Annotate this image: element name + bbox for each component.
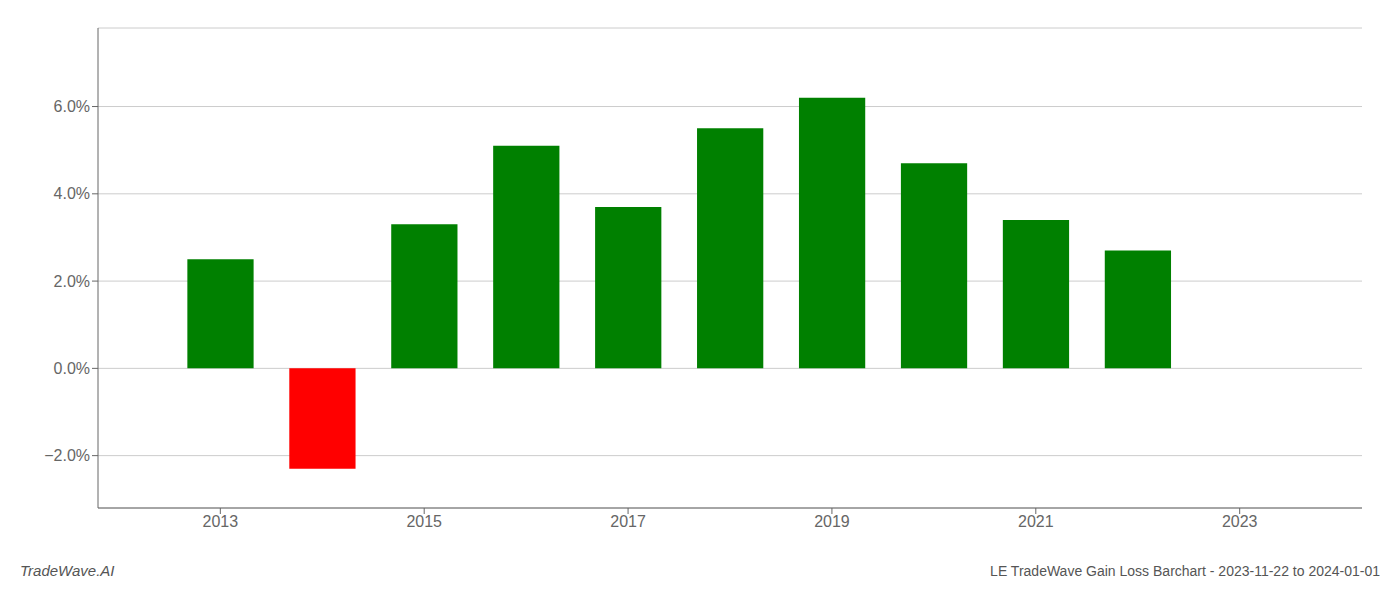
svg-text:2021: 2021 xyxy=(1018,513,1054,530)
svg-text:2013: 2013 xyxy=(203,513,239,530)
svg-text:2019: 2019 xyxy=(814,513,850,530)
svg-text:2.0%: 2.0% xyxy=(54,273,90,290)
html-text:LE TradeWave Gain Loss Barchar: LE TradeWave Gain Loss Barchart - 2023-1… xyxy=(990,563,1380,579)
svg-text:0.0%: 0.0% xyxy=(54,360,90,377)
svg-text:6.0%: 6.0% xyxy=(54,98,90,115)
svg-text:2015: 2015 xyxy=(406,513,442,530)
svg-text:2017: 2017 xyxy=(610,513,646,530)
html-text:TradeWave.AI: TradeWave.AI xyxy=(20,562,115,579)
svg-text:2023: 2023 xyxy=(1222,513,1258,530)
svg-text:4.0%: 4.0% xyxy=(54,185,90,202)
svg-text:−2.0%: −2.0% xyxy=(44,447,90,464)
